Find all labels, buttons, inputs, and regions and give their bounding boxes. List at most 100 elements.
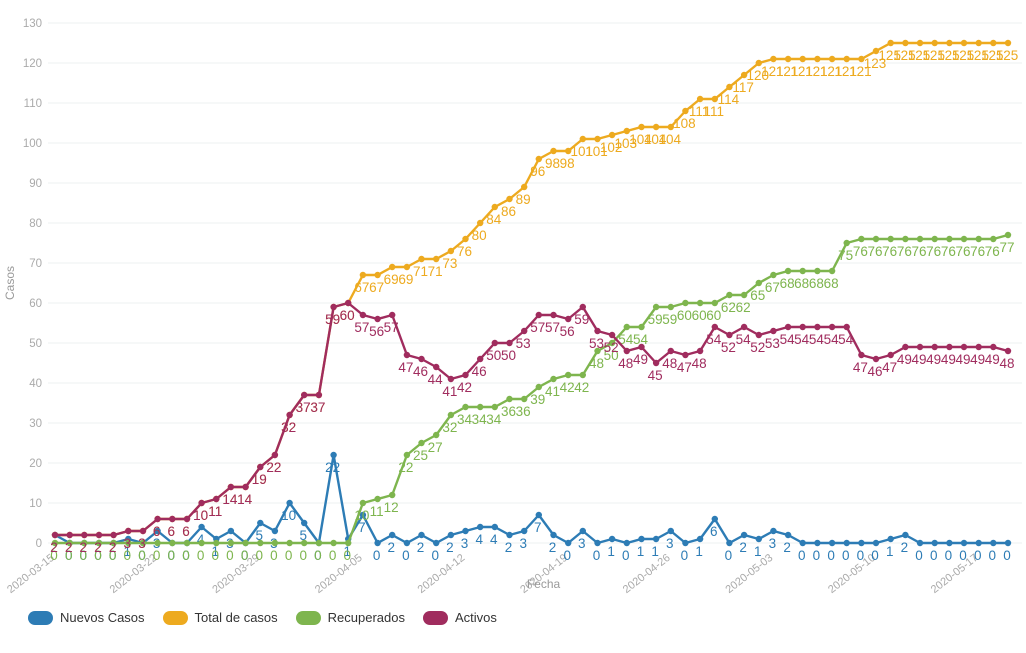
- data-point-nuevos-casos: [990, 539, 997, 547]
- data-label-activos: 56: [560, 324, 575, 339]
- data-point-total-de-casos: [931, 39, 938, 47]
- data-label-total-de-casos: 121: [820, 64, 843, 79]
- data-point-activos: [726, 331, 733, 339]
- data-point-activos: [286, 411, 293, 419]
- data-point-recuperados: [667, 303, 674, 311]
- data-label-total-de-casos: 19: [252, 472, 267, 487]
- line-chart-canvas: 01020304050607080901001101201302020-03-1…: [3, 18, 1022, 596]
- data-label-recuperados: 60: [706, 308, 721, 323]
- data-label-nuevos-casos: 0: [402, 548, 410, 563]
- data-point-nuevos-casos: [506, 531, 513, 539]
- data-point-activos: [154, 515, 161, 523]
- data-label-recuperados: 0: [343, 548, 351, 563]
- data-label-recuperados: 54: [618, 332, 634, 347]
- data-point-recuperados: [345, 539, 352, 547]
- data-point-activos: [711, 323, 718, 331]
- data-point-activos: [990, 343, 997, 351]
- data-point-activos: [301, 391, 308, 399]
- data-point-activos: [960, 343, 968, 351]
- data-point-activos: [843, 323, 850, 331]
- data-label-activos: 57: [530, 320, 545, 335]
- data-label-activos: 54: [794, 332, 810, 347]
- data-point-nuevos-casos: [960, 539, 968, 547]
- data-label-recuperados: 0: [256, 548, 264, 563]
- data-label-total-de-casos: 104: [659, 132, 682, 147]
- data-label-total-de-casos: 121: [776, 64, 799, 79]
- data-label-activos: 47: [853, 360, 868, 375]
- data-point-recuperados: [902, 235, 909, 243]
- data-label-nuevos-casos: 2: [446, 540, 454, 555]
- data-label-recuperados: 50: [604, 348, 619, 363]
- data-point-total-de-casos: [403, 263, 411, 271]
- data-label-total-de-casos: 96: [530, 164, 545, 179]
- data-label-nuevos-casos: 3: [769, 536, 777, 551]
- x-tick-label: 2020-03-15: [5, 552, 57, 596]
- data-point-activos: [1004, 347, 1012, 355]
- data-label-activos: 60: [340, 308, 355, 323]
- data-label-recuperados: 76: [955, 244, 970, 259]
- data-point-total-de-casos: [696, 95, 704, 103]
- data-label-nuevos-casos: 0: [593, 548, 601, 563]
- data-label-total-de-casos: 108: [673, 116, 696, 131]
- y-tick-label: 50: [29, 338, 42, 350]
- data-point-nuevos-casos: [477, 523, 484, 531]
- legend-item-activos[interactable]: Activos: [422, 610, 497, 625]
- series-line-nuevos-casos: [53, 453, 1010, 545]
- data-point-nuevos-casos: [608, 535, 616, 543]
- data-point-recuperados: [330, 539, 337, 547]
- data-label-total-de-casos: 71: [413, 264, 428, 279]
- data-point-recuperados: [755, 279, 762, 287]
- data-point-nuevos-casos: [594, 539, 601, 547]
- data-point-recuperados: [521, 395, 528, 403]
- data-point-recuperados: [711, 299, 718, 307]
- data-label-nuevos-casos: 0: [930, 548, 938, 563]
- data-label-total-de-casos: 114: [718, 92, 740, 107]
- data-label-activos: 54: [824, 332, 840, 347]
- data-label-recuperados: 68: [824, 276, 839, 291]
- data-label-recuperados: 0: [197, 548, 205, 563]
- data-label-nuevos-casos: 0: [65, 548, 73, 563]
- data-label-recuperados: 76: [970, 244, 985, 259]
- y-tick-label: 60: [29, 298, 42, 310]
- data-label-recuperados: 0: [153, 548, 161, 563]
- legend-item-nuevos-casos[interactable]: Nuevos Casos: [28, 611, 145, 625]
- data-label-nuevos-casos: 2: [901, 540, 909, 555]
- data-point-activos: [858, 351, 865, 359]
- data-label-nuevos-casos: 0: [842, 548, 850, 563]
- data-point-recuperados: [462, 403, 469, 411]
- data-point-nuevos-casos: [682, 539, 689, 547]
- data-point-nuevos-casos: [887, 535, 894, 543]
- data-label-recuperados: 22: [398, 460, 413, 475]
- legend-item-recuperados[interactable]: Recuperados: [295, 611, 405, 625]
- data-label-activos: 59: [325, 312, 340, 327]
- data-point-nuevos-casos: [652, 535, 660, 543]
- data-point-nuevos-casos: [902, 531, 909, 539]
- data-label-nuevos-casos: 1: [886, 544, 894, 559]
- data-point-recuperados: [799, 267, 806, 275]
- data-point-recuperados: [1004, 231, 1012, 239]
- data-label-total-de-casos: 101: [571, 144, 594, 159]
- data-point-nuevos-casos: [696, 535, 704, 543]
- data-label-nuevos-casos: 1: [124, 544, 132, 559]
- data-label-total-de-casos: 37: [310, 400, 325, 415]
- data-label-activos: 49: [985, 352, 1000, 367]
- data-label-recuperados: 76: [867, 244, 882, 259]
- data-point-recuperados: [183, 539, 191, 547]
- data-point-activos: [887, 351, 894, 359]
- data-point-activos: [784, 323, 792, 331]
- x-tick-label: 2020-04-12: [416, 552, 468, 596]
- data-point-activos: [608, 331, 616, 339]
- legend-label-activos: Activos: [454, 610, 497, 625]
- data-point-activos: [271, 451, 279, 459]
- legend-item-total-de-casos[interactable]: Total de casos: [162, 611, 278, 625]
- data-label-nuevos-casos: 0: [827, 548, 835, 563]
- data-label-nuevos-casos: 0: [813, 548, 821, 563]
- data-point-recuperados: [213, 539, 220, 547]
- data-label-recuperados: 12: [384, 500, 399, 515]
- data-label-recuperados: 76: [926, 244, 941, 259]
- data-point-recuperados: [66, 539, 73, 547]
- data-point-activos: [506, 339, 513, 347]
- data-point-activos: [227, 483, 235, 491]
- x-axis-title: Fecha: [527, 577, 561, 591]
- data-label-recuperados: 0: [212, 548, 220, 563]
